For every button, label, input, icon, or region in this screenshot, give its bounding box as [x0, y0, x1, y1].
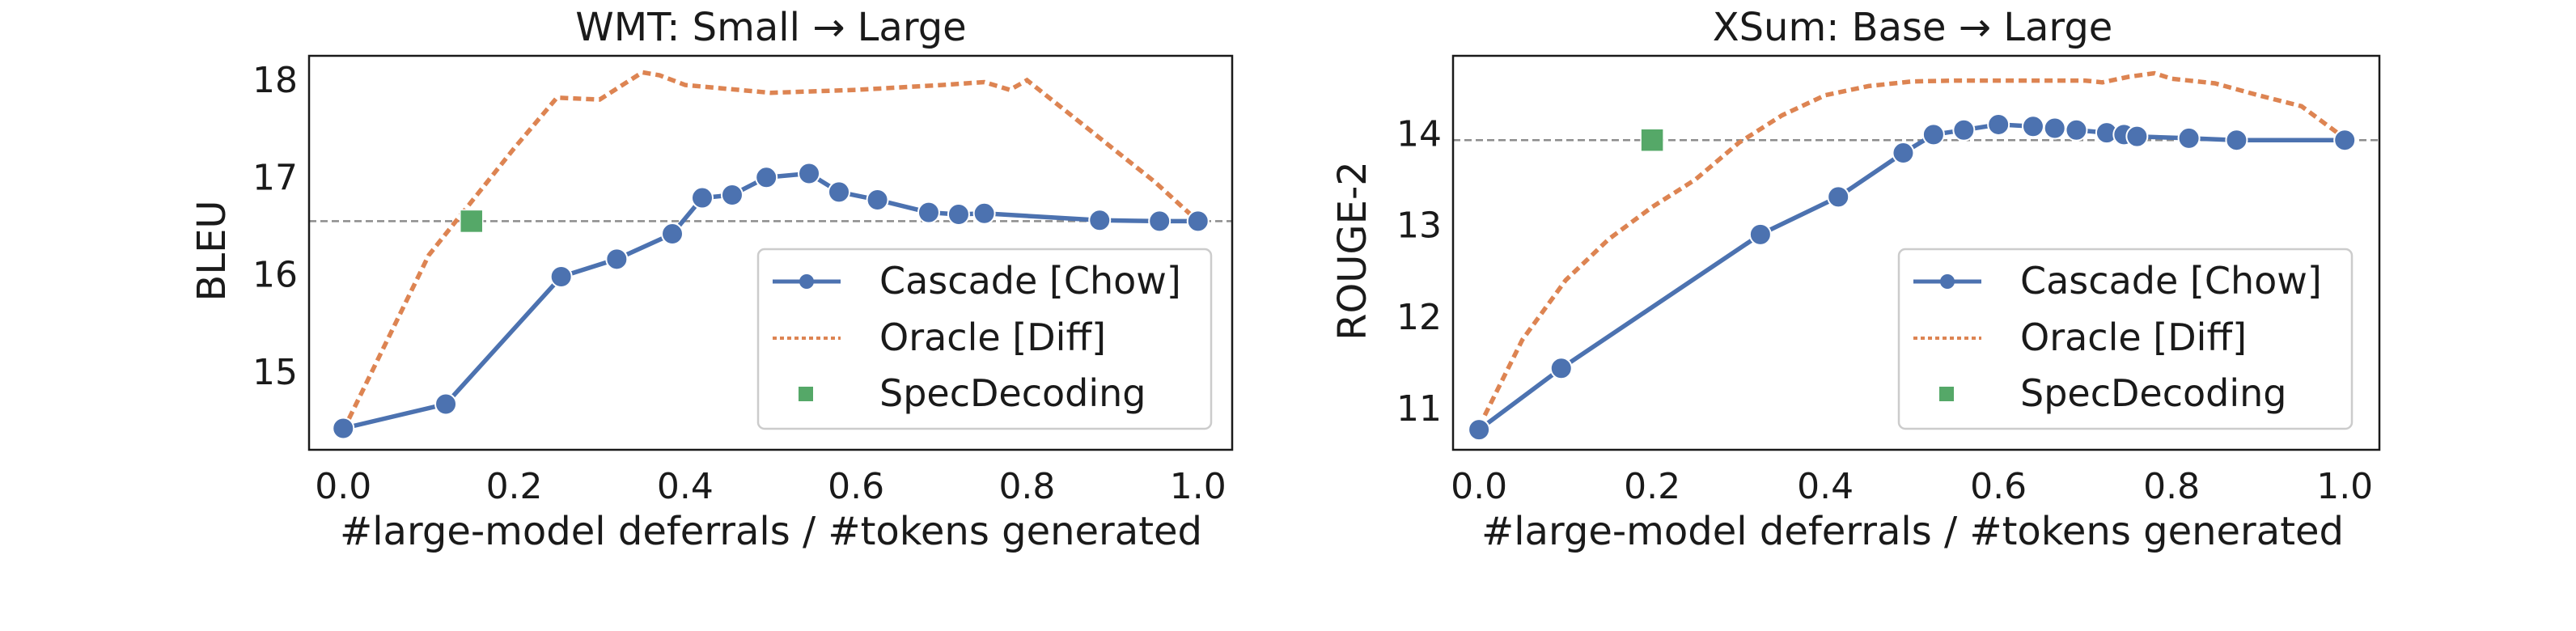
wmt-y-axis-label: BLEU [189, 200, 235, 301]
wmt-cascade-point [332, 417, 355, 440]
wmt-x-tick-label: 0.8 [998, 466, 1055, 507]
xsum-x-tick-label: 0.2 [1624, 466, 1680, 507]
xsum-legend: Cascade [Chow] Oracle [Diff] SpecDecodin… [1897, 248, 2354, 430]
xsum-x-tick-label: 1.0 [2316, 466, 2373, 507]
xsum-cascade-point [2333, 129, 2357, 152]
xsum-legend-spec-marker [1939, 387, 1954, 401]
wmt-cascade-point [866, 188, 889, 211]
xsum-y-axis-label: ROUGE-2 [1330, 161, 1375, 341]
xsum-y-tick-label: 12 [1396, 297, 1442, 338]
wmt-legend: Cascade [Chow] Oracle [Diff] SpecDecodin… [756, 248, 1213, 430]
wmt-legend-oracle-label: Oracle [Diff] [879, 316, 1106, 359]
wmt-y-tick-label: 17 [252, 157, 298, 198]
wmt-panel: WMT: Small → Large BLEU #large-model def… [189, 5, 1234, 554]
wmt-cascade-point [1186, 210, 1210, 233]
xsum-y-tick-label: 14 [1396, 113, 1442, 155]
wmt-legend-spec-label: SpecDecoding [879, 371, 1146, 415]
wmt-title: WMT: Small → Large [575, 5, 966, 50]
xsum-cascade-point [1952, 118, 1976, 142]
xsum-x-tick-label: 0.6 [1970, 466, 2027, 507]
xsum-ticks: 0.0 0.2 0.4 0.6 0.8 1.0 11 12 13 14 [1396, 113, 2373, 507]
xsum-x-tick-label: 0.4 [1797, 466, 1854, 507]
wmt-y-tick-label: 15 [252, 352, 298, 393]
xsum-legend-cascade-label: Cascade [Chow] [2020, 259, 2322, 303]
wmt-x-tick-label: 0.0 [315, 466, 371, 507]
wmt-x-tick-label: 0.6 [828, 466, 884, 507]
wmt-legend-spec-marker [799, 387, 813, 401]
xsum-x-tick-label: 0.8 [2143, 466, 2200, 507]
wmt-cascade-point [661, 222, 684, 246]
wmt-cascade-point [605, 248, 629, 271]
wmt-x-axis-label: #large-model deferrals / #tokens generat… [340, 509, 1202, 554]
xsum-cascade-point [2021, 115, 2044, 138]
xsum-x-axis-label: #large-model deferrals / #tokens generat… [1481, 509, 2344, 554]
wmt-legend-box [756, 248, 1213, 430]
xsum-cascade-point [2065, 118, 2088, 142]
wmt-x-tick-label: 0.4 [657, 466, 714, 507]
xsum-axes-frame [1451, 54, 2381, 451]
xsum-cascade-point [1987, 112, 2010, 136]
wmt-cascade-point [755, 166, 778, 189]
xsum-legend-oracle-label: Oracle [Diff] [2020, 316, 2247, 359]
xsum-cascade-point [1921, 123, 1945, 146]
wmt-axes-frame [307, 54, 1234, 451]
xsum-legend-box [1897, 248, 2354, 430]
wmt-cascade-point [947, 203, 970, 227]
xsum-cascade-point [1748, 222, 1772, 246]
xsum-cascade-point [1892, 142, 1915, 165]
xsum-cascade-point [1468, 418, 1491, 442]
wmt-cascade-point [828, 180, 851, 204]
xsum-panel: XSum: Base → Large ROUGE-2 #large-model … [1330, 5, 2381, 554]
xsum-y-tick-label: 11 [1396, 388, 1442, 430]
xsum-cascade-point [2043, 116, 2066, 140]
wmt-oracle-line [341, 70, 1200, 432]
wmt-x-tick-label: 0.2 [486, 466, 543, 507]
wmt-cascade-point [1088, 209, 1112, 232]
wmt-cascade-point [720, 183, 744, 206]
xsum-legend-cascade-marker [1940, 274, 1955, 289]
xsum-cascade-point [2177, 126, 2201, 150]
xsum-x-tick-label: 0.0 [1451, 466, 1507, 507]
wmt-legend-cascade-marker [799, 274, 814, 289]
xsum-specdecoding-point [1640, 128, 1664, 152]
wmt-cascade-point [1148, 210, 1171, 233]
wmt-x-tick-label: 1.0 [1170, 466, 1227, 507]
wmt-y-tick-label: 16 [252, 255, 298, 296]
wmt-y-tick-label: 18 [252, 60, 298, 101]
wmt-cascade-point [549, 265, 573, 288]
wmt-cascade-point [434, 392, 458, 416]
xsum-title: XSum: Base → Large [1713, 5, 2113, 50]
wmt-legend-cascade-label: Cascade [Chow] [879, 259, 1181, 303]
xsum-oracle-line [1477, 70, 2346, 428]
xsum-markers [1468, 112, 2357, 442]
wmt-cascade-point [972, 201, 996, 225]
wmt-specdecoding-point [459, 209, 484, 234]
wmt-ticks: 0.0 0.2 0.4 0.6 0.8 1.0 15 16 17 18 [252, 60, 1227, 507]
xsum-y-tick-label: 13 [1396, 205, 1442, 247]
wmt-cascade-point [917, 201, 940, 224]
xsum-cascade-point [1827, 185, 1850, 209]
xsum-legend-spec-label: SpecDecoding [2020, 371, 2286, 415]
xsum-cascade-point [2125, 125, 2149, 148]
wmt-cascade-point [798, 162, 821, 185]
wmt-markers [332, 162, 1210, 440]
xsum-cascade-point [2225, 129, 2248, 152]
wmt-cascade-point [690, 186, 714, 210]
xsum-cascade-point [1549, 357, 1573, 380]
